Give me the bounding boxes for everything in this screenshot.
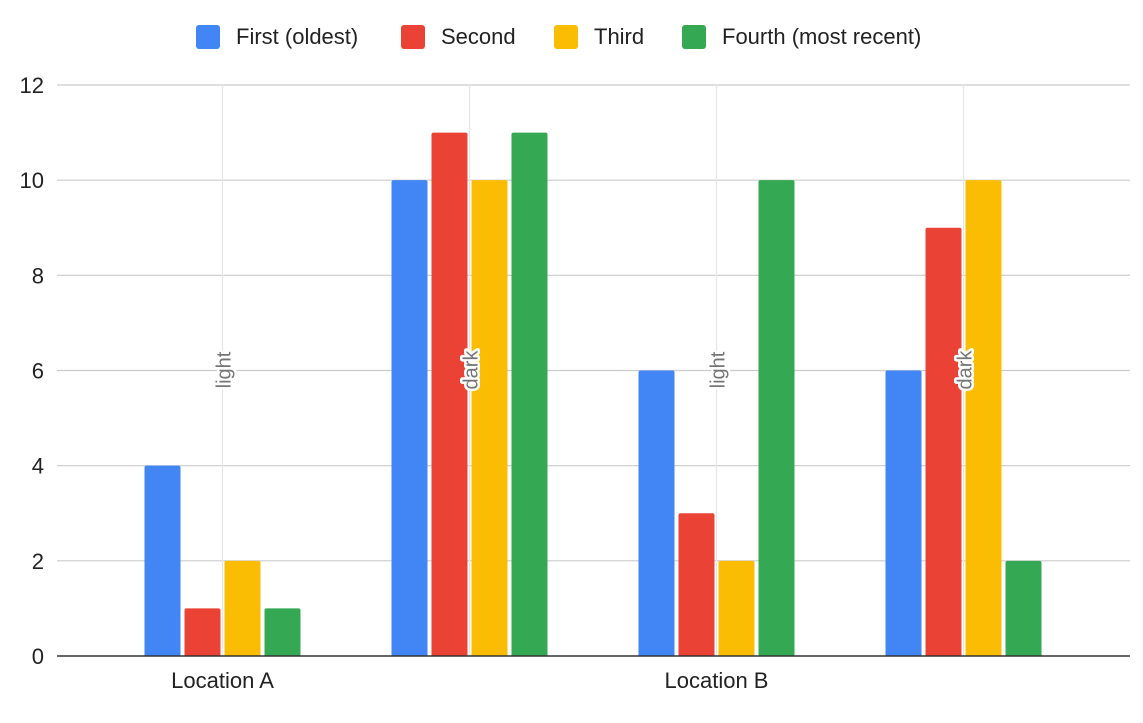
bar-annotation: light	[708, 351, 730, 388]
bar	[925, 227, 962, 656]
y-tick-label: 2	[32, 549, 44, 574]
bar	[144, 465, 181, 656]
bar	[885, 370, 922, 656]
bar-annotation: dark	[955, 350, 977, 390]
legend-item: First (oldest)	[196, 24, 358, 49]
y-tick-label: 12	[20, 73, 44, 98]
bars	[144, 132, 1042, 657]
legend-item: Second	[401, 24, 516, 49]
legend-swatch	[554, 25, 578, 49]
legend-label: Second	[441, 24, 516, 49]
y-tick-label: 0	[32, 644, 44, 669]
x-group-label: Location B	[665, 668, 769, 693]
legend-swatch	[682, 25, 706, 49]
bar	[678, 513, 715, 656]
y-axis-ticks: 0 2 4 6 8 10 12	[20, 73, 44, 669]
legend-label: Fourth (most recent)	[722, 24, 921, 49]
legend-item: Third	[554, 24, 644, 49]
legend: First (oldest) Second Third Fourth (most re…	[196, 24, 921, 49]
x-group-label: Location A	[171, 668, 274, 693]
legend-item: Fourth (most recent)	[682, 24, 921, 49]
bar-annotation: dark	[461, 350, 483, 390]
legend-label: Third	[594, 24, 644, 49]
bar-annotation: light	[214, 351, 236, 388]
bar-annotations: light dark light dark	[211, 347, 979, 392]
y-tick-label: 4	[32, 454, 44, 479]
category-gridlines	[221, 85, 965, 656]
bar	[391, 180, 428, 656]
y-tick-label: 6	[32, 359, 44, 384]
bar	[638, 370, 675, 656]
bar	[184, 608, 221, 656]
bar	[758, 180, 795, 656]
bar	[471, 180, 508, 656]
x-axis-labels: Location A Location B	[171, 668, 768, 693]
bar	[511, 132, 548, 657]
bar	[718, 560, 755, 656]
bar	[264, 608, 301, 656]
bar	[224, 560, 261, 656]
bar	[965, 180, 1002, 656]
bar	[431, 132, 468, 657]
y-tick-label: 10	[20, 168, 44, 193]
legend-label: First (oldest)	[236, 24, 358, 49]
legend-swatch	[401, 25, 425, 49]
legend-swatch	[196, 25, 220, 49]
bar	[1005, 560, 1042, 656]
y-tick-label: 8	[32, 263, 44, 288]
